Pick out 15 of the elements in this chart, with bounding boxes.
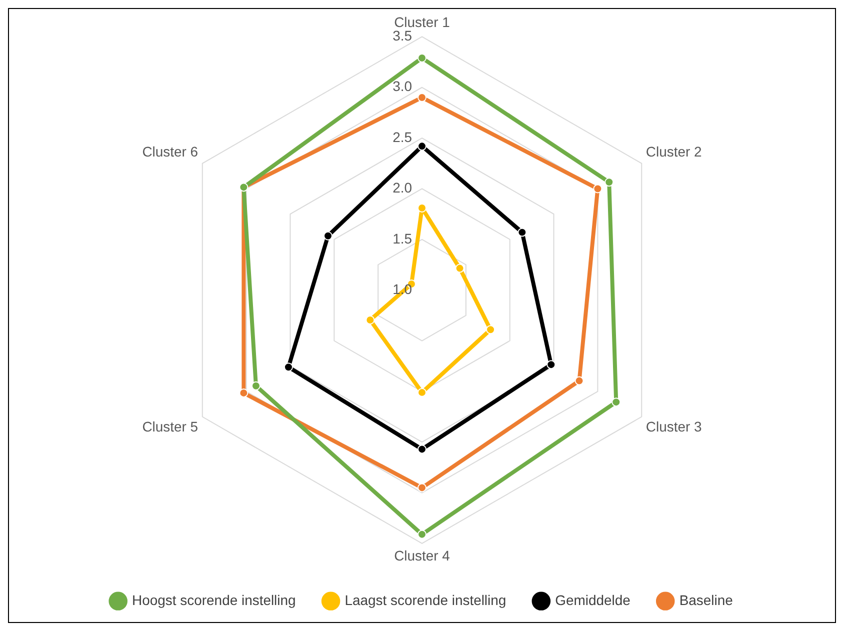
- y-tick-label: 3.5: [392, 28, 412, 44]
- spoke-label: Cluster 5: [142, 418, 198, 434]
- spoke-label: Cluster 3: [646, 418, 702, 434]
- spoke-label: Cluster 2: [646, 143, 702, 160]
- spoke-label: Cluster 4: [394, 548, 450, 564]
- y-tick-label: 2.0: [392, 180, 412, 196]
- legend-label: Laagst scorende instelling: [344, 592, 506, 608]
- y-tick-label: 3.0: [392, 78, 412, 94]
- legend-label: Hoogst scorende instelling: [132, 592, 296, 608]
- legend-label: Baseline: [679, 592, 734, 608]
- y-tick-label: 1.5: [392, 230, 412, 246]
- legend-label: Gemiddelde: [555, 592, 631, 608]
- y-tick-label: 2.5: [392, 128, 412, 145]
- spoke-label: Cluster 1: [394, 14, 450, 30]
- spoke-label: Cluster 6: [142, 143, 198, 160]
